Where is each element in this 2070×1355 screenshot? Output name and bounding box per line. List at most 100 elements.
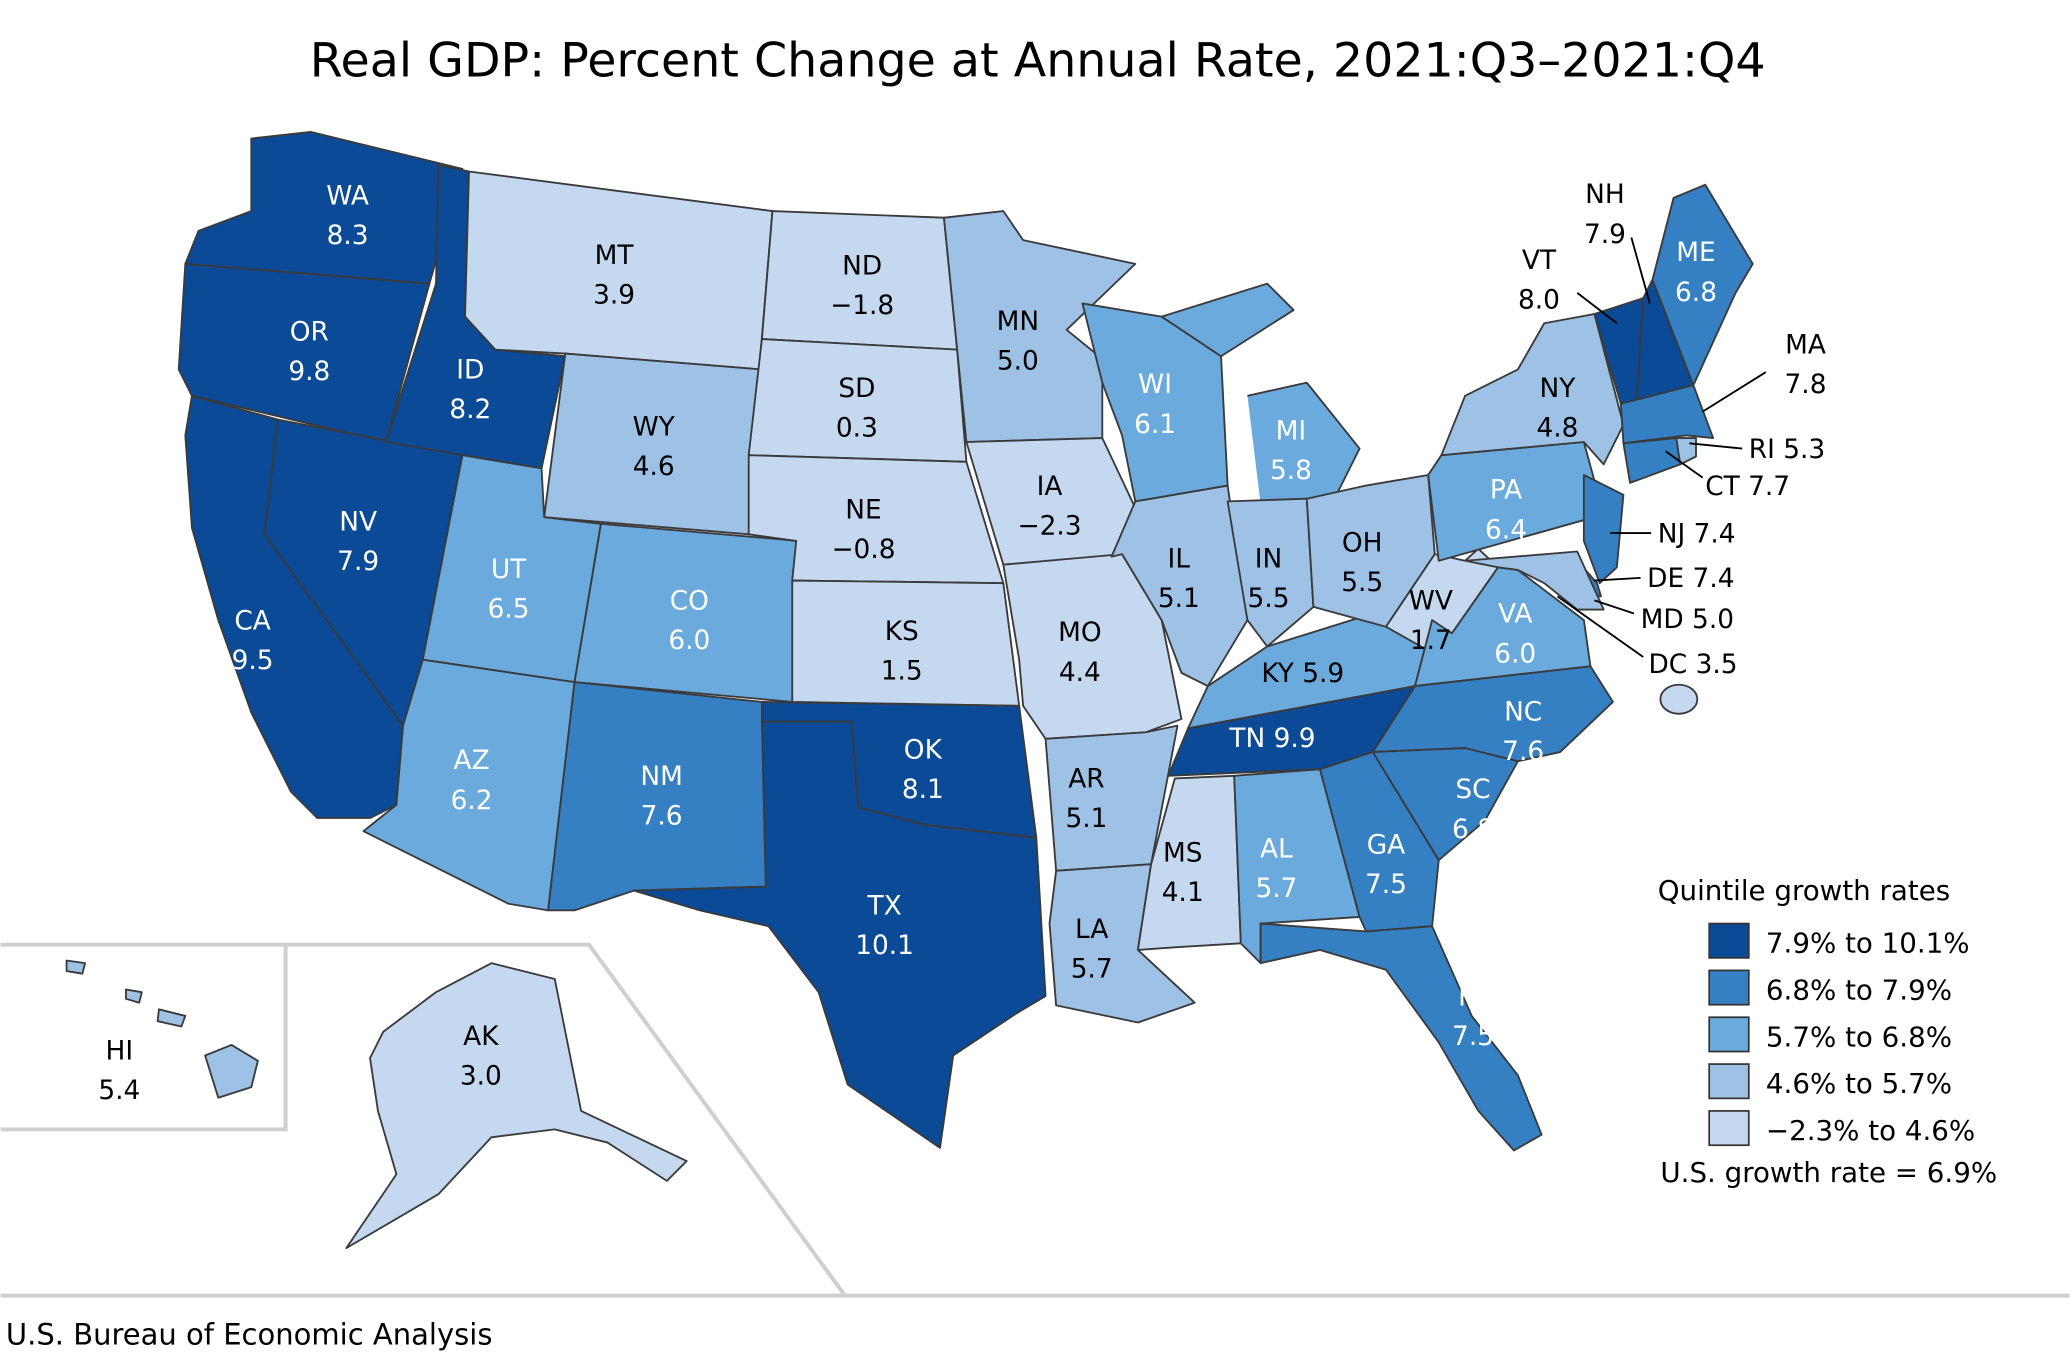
state-value: 10.1 xyxy=(855,931,914,961)
state-label-nj: NJ 7.4 xyxy=(1658,519,1736,549)
state-label-ma: MA 7.8 xyxy=(1785,331,1827,401)
legend: Quintile growth rates 7.9% to 10.1% 6.8% … xyxy=(1658,874,1997,1189)
state-hi xyxy=(65,959,259,1099)
state-abbr: AZ xyxy=(454,746,490,776)
state-label-mt: MT 3.9 xyxy=(593,241,635,311)
state-abbr: AR xyxy=(1068,765,1104,795)
state-value: 6.0 xyxy=(668,626,710,656)
state-label-ms: MS 4.1 xyxy=(1162,839,1204,909)
state-fl xyxy=(1259,922,1543,1152)
state-abbr: NE xyxy=(845,496,881,526)
legend-label: −2.3% to 4.6% xyxy=(1766,1114,1975,1147)
state-label-wv: WV 1.7 xyxy=(1409,587,1453,657)
state-ma xyxy=(1619,384,1715,445)
states-layer xyxy=(65,131,1754,1250)
state-value: 0.3 xyxy=(836,414,878,444)
state-abbr: CA xyxy=(234,606,270,636)
state-abbr: VA xyxy=(1498,600,1532,630)
state-abbr: WV xyxy=(1409,587,1453,617)
state-label-ri: RI 5.3 xyxy=(1749,435,1825,465)
state-abbr: AL xyxy=(1260,835,1293,865)
state-value: 1.7 xyxy=(1410,626,1452,656)
legend-label: 4.6% to 5.7% xyxy=(1766,1067,1952,1100)
state-nm xyxy=(547,681,767,912)
state-abbr: IL xyxy=(1168,544,1191,574)
state-label-md: MD 5.0 xyxy=(1641,605,1734,635)
state-value: 7.9 xyxy=(1584,220,1626,250)
state-label-tx: TX 10.1 xyxy=(855,891,914,961)
state-value: 4.4 xyxy=(1059,658,1101,688)
state-abbr: KS xyxy=(885,617,919,647)
state-label-az: AZ 6.2 xyxy=(451,746,493,816)
state-label-sd: SD 0.3 xyxy=(836,374,878,444)
state-label-la: LA 5.7 xyxy=(1071,915,1113,985)
state-label-in: IN 5.5 xyxy=(1248,544,1290,614)
state-abbr: SC xyxy=(1455,775,1490,805)
leader-line xyxy=(1594,599,1635,615)
state-label-ky: KY 5.9 xyxy=(1261,659,1344,689)
state-abbr: MS xyxy=(1163,839,1203,869)
state-md xyxy=(1464,550,1605,611)
legend-label: 7.9% to 10.1% xyxy=(1766,927,1970,960)
state-abbr: OH xyxy=(1342,528,1383,558)
state-label-ut: UT 6.5 xyxy=(488,555,530,625)
state-value: 6.1 xyxy=(1134,410,1176,440)
state-label-ia: IA −2.3 xyxy=(1017,472,1081,542)
state-value: −1.8 xyxy=(830,291,894,321)
state-label-ct: CT 7.7 xyxy=(1705,472,1790,502)
state-value: 9.5 xyxy=(232,646,274,676)
state-value: 6.8 xyxy=(1452,815,1494,845)
state-label-ks: KS 1.5 xyxy=(881,617,923,687)
legend-swatch xyxy=(1708,922,1750,959)
state-or xyxy=(177,262,431,443)
legend-swatch xyxy=(1708,1110,1750,1147)
state-value: 5.4 xyxy=(98,1076,140,1106)
state-abbr: NM xyxy=(640,762,682,792)
leader-line xyxy=(1665,450,1704,479)
state-value: 9.8 xyxy=(288,357,330,387)
state-value: 7.8 xyxy=(1785,370,1827,400)
state-abbr: NC xyxy=(1504,697,1542,727)
state-value: 5.7 xyxy=(1071,955,1113,985)
state-abbr: NH xyxy=(1585,180,1625,210)
state-ak xyxy=(345,962,688,1250)
state-value: 7.6 xyxy=(1502,737,1544,767)
state-ct xyxy=(1622,437,1682,484)
state-abbr: ME xyxy=(1676,238,1715,268)
state-value: 5.1 xyxy=(1065,804,1107,834)
state-value: 7.9 xyxy=(337,547,379,577)
source-credit: U.S. Bureau of Economic Analysis xyxy=(6,1317,493,1351)
state-value: 8.2 xyxy=(449,395,491,425)
state-value: 4.6 xyxy=(633,452,675,482)
state-label-vt: VT 8.0 xyxy=(1518,246,1560,316)
state-abbr: WI xyxy=(1138,370,1172,400)
state-value: 5.5 xyxy=(1248,584,1290,614)
state-label-va: VA 6.0 xyxy=(1494,600,1536,670)
state-value: 3.0 xyxy=(460,1062,502,1092)
state-label-me: ME 6.8 xyxy=(1675,238,1717,308)
state-wy xyxy=(543,352,763,536)
state-value: 7.5 xyxy=(1365,870,1407,900)
state-abbr: SD xyxy=(838,374,875,404)
state-abbr: PA xyxy=(1490,476,1522,506)
state-label-pa: PA 6.4 xyxy=(1485,476,1527,546)
state-value: 5.7 xyxy=(1255,874,1297,904)
state-label-hi: HI 5.4 xyxy=(98,1036,140,1106)
state-abbr: OK xyxy=(904,736,943,766)
state-pa xyxy=(1427,441,1605,562)
state-abbr: TX xyxy=(866,891,901,921)
state-value: 3.9 xyxy=(593,280,635,310)
state-value: 5.0 xyxy=(997,346,1039,376)
state-value: 6.0 xyxy=(1494,639,1536,669)
state-label-mi: MI 5.8 xyxy=(1270,416,1312,486)
state-value: 4.1 xyxy=(1162,878,1204,908)
state-label-ar: AR 5.1 xyxy=(1065,765,1107,835)
state-value: 6.8 xyxy=(1675,278,1717,308)
state-value: 5.8 xyxy=(1270,456,1312,486)
state-ny xyxy=(1440,313,1625,466)
state-value: 6.4 xyxy=(1485,515,1527,545)
state-label-sc: SC 6.8 xyxy=(1452,775,1494,845)
state-label-id: ID 8.2 xyxy=(449,356,491,426)
state-in xyxy=(1226,497,1315,648)
state-abbr: NV xyxy=(339,507,377,537)
